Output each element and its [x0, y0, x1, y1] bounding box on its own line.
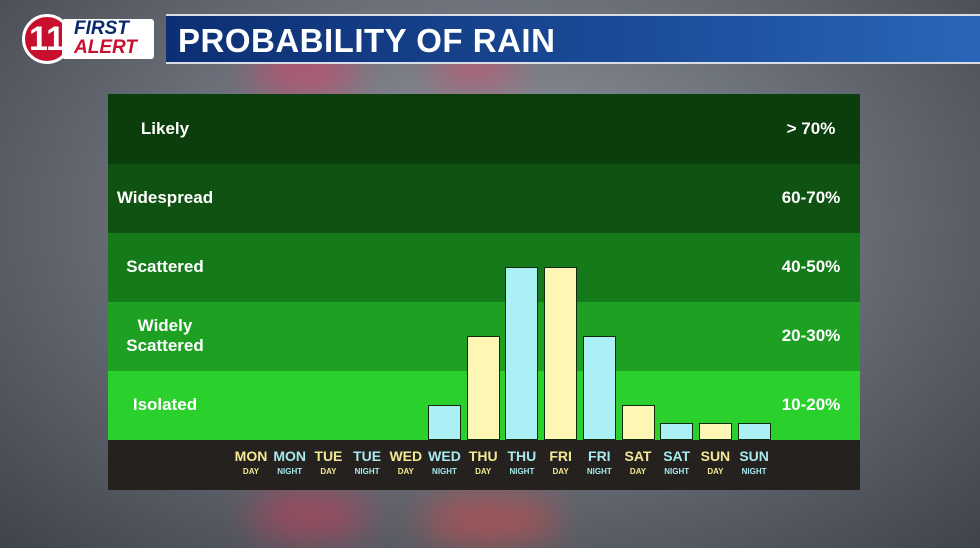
band-label: Widespread: [116, 187, 214, 207]
tick-label-day: WED: [389, 448, 423, 464]
tick-label-day: MON: [273, 448, 307, 464]
tick-label-day: SUN: [739, 448, 769, 464]
tick-label-period: NIGHT: [586, 467, 612, 476]
band-label: Scattered: [126, 257, 204, 276]
logo-line1: FIRST: [74, 18, 129, 39]
tick-label-day: FRI: [588, 448, 611, 464]
tick-label-period: NIGHT: [277, 467, 303, 476]
tick-label-day: SUN: [700, 448, 731, 464]
title-bar: PROBABILITY OF RAIN: [166, 14, 980, 64]
tick-label-day: WED: [428, 448, 461, 464]
band-label: Likely: [140, 118, 190, 138]
bar-sun-day: [698, 422, 732, 440]
tick-label-period: DAY: [397, 467, 414, 476]
band-range: 20-30%: [781, 326, 841, 346]
tick-label-day: THU: [468, 448, 498, 464]
tick-label-period: DAY: [475, 467, 492, 476]
tick-label-day: SAT: [663, 448, 691, 464]
tick-label-period: NIGHT: [664, 467, 690, 476]
band-range: 40-50%: [781, 257, 841, 276]
bar-sat-day: [621, 405, 655, 440]
tick-label-period: DAY: [552, 467, 569, 476]
tick-label-day: TUE: [314, 448, 343, 464]
bar-thu-night: [505, 267, 539, 440]
tick-label-period: DAY: [242, 467, 260, 476]
tick-label-day: FRI: [549, 448, 572, 464]
bar-sun-night: [737, 422, 771, 440]
page-title: PROBABILITY OF RAIN: [178, 22, 556, 59]
tick-label-period: NIGHT: [509, 467, 535, 476]
bar-sat-night: [660, 422, 694, 440]
station-logo: 11 FIRST ALERT: [22, 14, 154, 66]
logo-line2: ALERT: [74, 37, 137, 58]
tick-label-day: THU: [507, 448, 537, 464]
bar-thu-day: [466, 336, 500, 440]
band-0: [108, 94, 860, 164]
bar-fri-night: [582, 336, 616, 440]
band-1: [108, 163, 860, 233]
tick-label-period: NIGHT: [354, 467, 380, 476]
bar-wed-night: [428, 405, 461, 440]
logo-wordmark: FIRST ALERT: [62, 19, 154, 59]
band-range: > 70%: [786, 118, 836, 138]
tick-label-day: SAT: [624, 448, 652, 464]
tick-label-period: DAY: [629, 467, 647, 476]
bar-fri-day: [544, 267, 578, 440]
tick-label-period: NIGHT: [432, 467, 457, 476]
background-blur: [420, 495, 560, 545]
band-label: Isolated: [132, 395, 198, 415]
tick-label-period: DAY: [707, 467, 724, 476]
rain-probability-chart: Likely > 70% Widespread 60-70% Scattered 40-5…: [108, 94, 860, 490]
tick-label-period: DAY: [320, 467, 337, 476]
background-blur: [250, 490, 370, 540]
tick-label-day: TUE: [353, 448, 382, 464]
band-range: 60-70%: [781, 187, 841, 207]
tick-label-period: NIGHT: [741, 467, 767, 476]
band-2: [108, 232, 860, 303]
band-range: 10-20%: [781, 395, 841, 415]
band-label: Widely Scattered: [126, 316, 204, 356]
x-axis-bar: [108, 440, 860, 490]
tick-label-day: MON: [234, 448, 268, 464]
